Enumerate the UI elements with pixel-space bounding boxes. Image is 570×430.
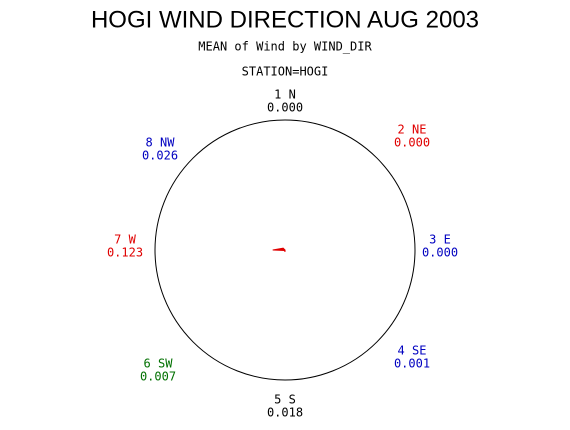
- radar-shape: [272, 247, 286, 252]
- chart-title: HOGI WIND DIRECTION AUG 2003: [91, 6, 479, 33]
- direction-label: 7 W: [114, 233, 136, 247]
- value-label: 0.000: [394, 136, 430, 150]
- value-label: 0.026: [142, 149, 178, 163]
- direction-label: 8 NW: [146, 136, 176, 150]
- direction-label: 4 SE: [398, 344, 427, 358]
- direction-label: 6 SW: [144, 357, 174, 371]
- value-label: 0.123: [107, 246, 143, 260]
- direction-label: 2 NE: [398, 123, 427, 137]
- direction-label: 5 S: [274, 393, 296, 407]
- direction-label: 1 N: [274, 88, 296, 102]
- outer-circle: [154, 119, 416, 381]
- chart-subtitle: MEAN of Wind by WIND_DIR: [198, 40, 372, 54]
- value-label: 0.018: [267, 406, 303, 420]
- direction-label: 3 E: [429, 233, 451, 247]
- value-label: 0.000: [267, 101, 303, 115]
- value-label: 0.001: [394, 357, 430, 371]
- value-label: 0.007: [140, 370, 176, 384]
- group-label: STATION=HOGI: [242, 65, 329, 79]
- value-label: 0.000: [422, 246, 458, 260]
